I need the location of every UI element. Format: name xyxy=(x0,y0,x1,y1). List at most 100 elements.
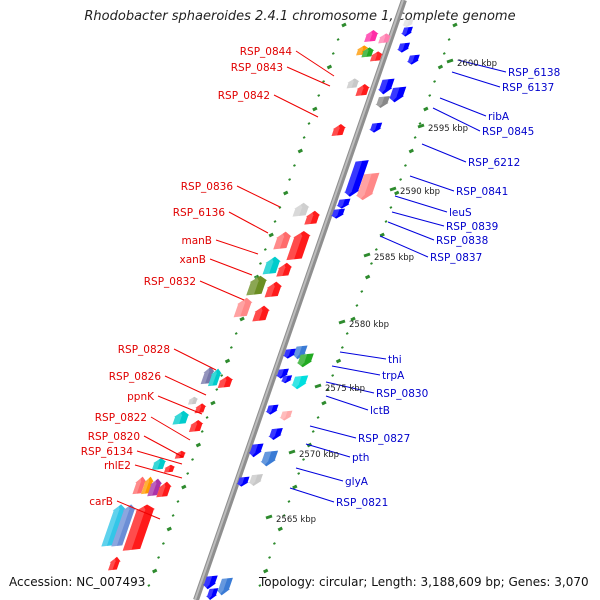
forward-gene-label: RSP_0843 xyxy=(231,62,283,74)
forward-gene-label: RSP_0820 xyxy=(88,431,140,443)
scale-major-tick xyxy=(288,449,296,455)
position-label: 2580 kbp xyxy=(349,320,389,330)
reverse-gene-glyph xyxy=(275,368,289,379)
leader-line xyxy=(295,467,344,482)
forward-gene-label: RSP_0836 xyxy=(181,181,234,193)
leader-line xyxy=(409,175,455,192)
reverse-gene-label: trpA xyxy=(382,370,405,382)
scale-tick xyxy=(186,472,190,475)
forward-gene-glyph xyxy=(187,396,199,405)
scale-tick xyxy=(171,514,175,517)
position-label: 2600 kbp xyxy=(457,59,497,69)
forward-gene-glyph xyxy=(132,476,147,495)
scale-tick xyxy=(302,458,305,461)
reverse-gene-label: RSP_0821 xyxy=(336,497,388,509)
forward-gene-glyph xyxy=(188,420,204,432)
leader-line xyxy=(391,211,445,227)
forward-gene-glyph xyxy=(264,281,283,298)
reverse-gene-label: RSP_6138 xyxy=(508,67,560,79)
leader-line xyxy=(116,500,161,520)
scale-tick xyxy=(379,232,385,238)
scale-tick xyxy=(399,178,403,181)
scale-tick xyxy=(418,122,422,125)
scale-tick xyxy=(322,80,326,83)
leader-line xyxy=(164,375,207,396)
reverse-gene-label: RSP_6212 xyxy=(468,157,520,169)
forward-gene-glyph xyxy=(194,403,207,414)
reverse-gene-label: RSP_0837 xyxy=(430,252,482,264)
leader-line xyxy=(387,221,435,241)
scale-tick xyxy=(297,148,303,154)
scale-tick xyxy=(355,304,359,307)
reverse-gene-glyph xyxy=(265,404,279,415)
forward-gene-glyph xyxy=(346,78,360,89)
reverse-gene-glyph xyxy=(296,353,314,368)
scale-tick xyxy=(273,220,277,223)
leader-line xyxy=(273,94,319,118)
position-label: 2565 kbp xyxy=(276,515,316,525)
leader-line xyxy=(432,107,481,132)
reverse-gene-glyph xyxy=(344,160,369,198)
leader-line xyxy=(295,50,335,77)
forward-gene-glyph xyxy=(369,51,383,62)
reverse-gene-glyph xyxy=(248,474,263,487)
tick-layer xyxy=(147,22,458,587)
scale-tick xyxy=(234,332,238,335)
reverse-gene-label: glyA xyxy=(345,476,369,488)
reverse-gene-glyph xyxy=(330,208,345,219)
leader-line xyxy=(325,395,369,411)
leader-line xyxy=(451,71,501,88)
scale-tick xyxy=(413,136,417,139)
leader-line xyxy=(379,235,429,258)
reverse-gene-glyph xyxy=(280,375,293,384)
scale-tick xyxy=(282,514,286,517)
scale-tick xyxy=(384,220,388,223)
scale-tick xyxy=(176,500,180,503)
reverse-gene-glyph xyxy=(336,198,351,209)
reverse-gene-glyph xyxy=(355,172,380,201)
reverse-gene-label: pth xyxy=(352,452,369,464)
reverse-gene-glyph xyxy=(397,42,411,53)
scale-tick xyxy=(326,64,333,70)
reverse-gene-label: leuS xyxy=(449,207,472,219)
leader-line xyxy=(309,425,357,439)
leader-line xyxy=(457,59,507,73)
scale-tick xyxy=(297,472,301,475)
scale-tick xyxy=(157,556,161,559)
scale-tick xyxy=(268,232,274,238)
scale-tick xyxy=(191,458,194,461)
forward-gene-label: RSP_0844 xyxy=(240,46,293,58)
scale-major-tick xyxy=(417,123,425,129)
reverse-gene-label: RSP_0845 xyxy=(482,126,534,138)
forward-gene-label: RSP_6136 xyxy=(173,207,226,219)
forward-gene-glyph xyxy=(252,305,270,322)
reverse-gene-glyph xyxy=(268,428,283,441)
reverse-gene-glyph xyxy=(401,26,413,37)
leader-line xyxy=(325,381,375,394)
scale-tick xyxy=(268,556,272,559)
forward-gene-label: RSP_0828 xyxy=(118,344,170,356)
scale-tick xyxy=(288,178,292,181)
forward-gene-label: ppnK xyxy=(127,391,155,403)
scale-major-tick xyxy=(389,186,397,192)
leader-line xyxy=(134,464,183,479)
scale-tick xyxy=(452,22,458,28)
forward-gene-glyph xyxy=(200,366,215,385)
scale-tick xyxy=(181,484,187,490)
reverse-gene-glyph xyxy=(216,577,233,596)
scale-tick xyxy=(442,52,446,55)
forward-gene-label: rhlE2 xyxy=(104,460,131,472)
scale-major-tick xyxy=(446,58,454,64)
scale-tick xyxy=(370,262,373,265)
scale-major-tick xyxy=(265,514,273,520)
scale-tick xyxy=(293,164,296,167)
scale-tick xyxy=(331,374,335,377)
scale-tick xyxy=(326,388,330,391)
reverse-gene-glyph xyxy=(378,78,395,95)
scale-tick xyxy=(287,500,291,503)
scale-tick xyxy=(215,388,219,391)
scale-tick xyxy=(195,442,202,448)
scale-tick xyxy=(340,346,344,349)
leader-line xyxy=(136,450,183,465)
